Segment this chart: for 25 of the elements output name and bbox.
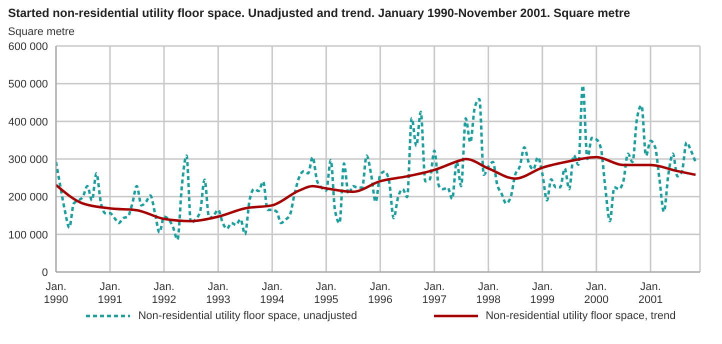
x-tick-label: Jan. 2000 [584, 281, 609, 306]
x-tick-label: Jan. 1994 [260, 281, 284, 306]
x-tick-label: Jan. 1995 [314, 281, 338, 306]
y-tick-label: 500 000 [8, 78, 48, 91]
chart-title: Started non-residential utility floor space. Unadjusted and trend. January 1990-November 2001. Square metre [8, 6, 632, 20]
x-tick-label: Jan. 1996 [368, 281, 392, 306]
legend-label: Non-residential utility floor space, trend [486, 310, 676, 322]
x-tick-label: Jan. 1999 [530, 281, 555, 306]
y-tick-label: 600 000 [8, 41, 48, 53]
x-tick-label: Jan. 1997 [422, 281, 447, 306]
line-series [56, 84, 697, 241]
y-tick-label: 0 [42, 267, 48, 279]
y-tick-label: 200 000 [8, 192, 48, 204]
x-tick-label: Jan. 1991 [98, 281, 122, 306]
y-tick-label: 300 000 [8, 154, 48, 166]
x-tick-label: Jan. 1993 [206, 281, 230, 306]
legend-label: Non-residential utility floor space, unadjusted [138, 310, 358, 322]
y-tick-label: 400 000 [8, 116, 48, 128]
x-tick-label: Jan. 2001 [638, 281, 663, 306]
x-tick-label: Jan. 1992 [152, 281, 176, 306]
y-tick-label: 100 000 [8, 229, 48, 242]
y-axis-title: Square metre [8, 26, 76, 38]
x-tick-label: Jan. 1990 [44, 281, 68, 306]
x-tick-label: Jan. 1998 [476, 281, 501, 306]
line-series [56, 156, 697, 222]
